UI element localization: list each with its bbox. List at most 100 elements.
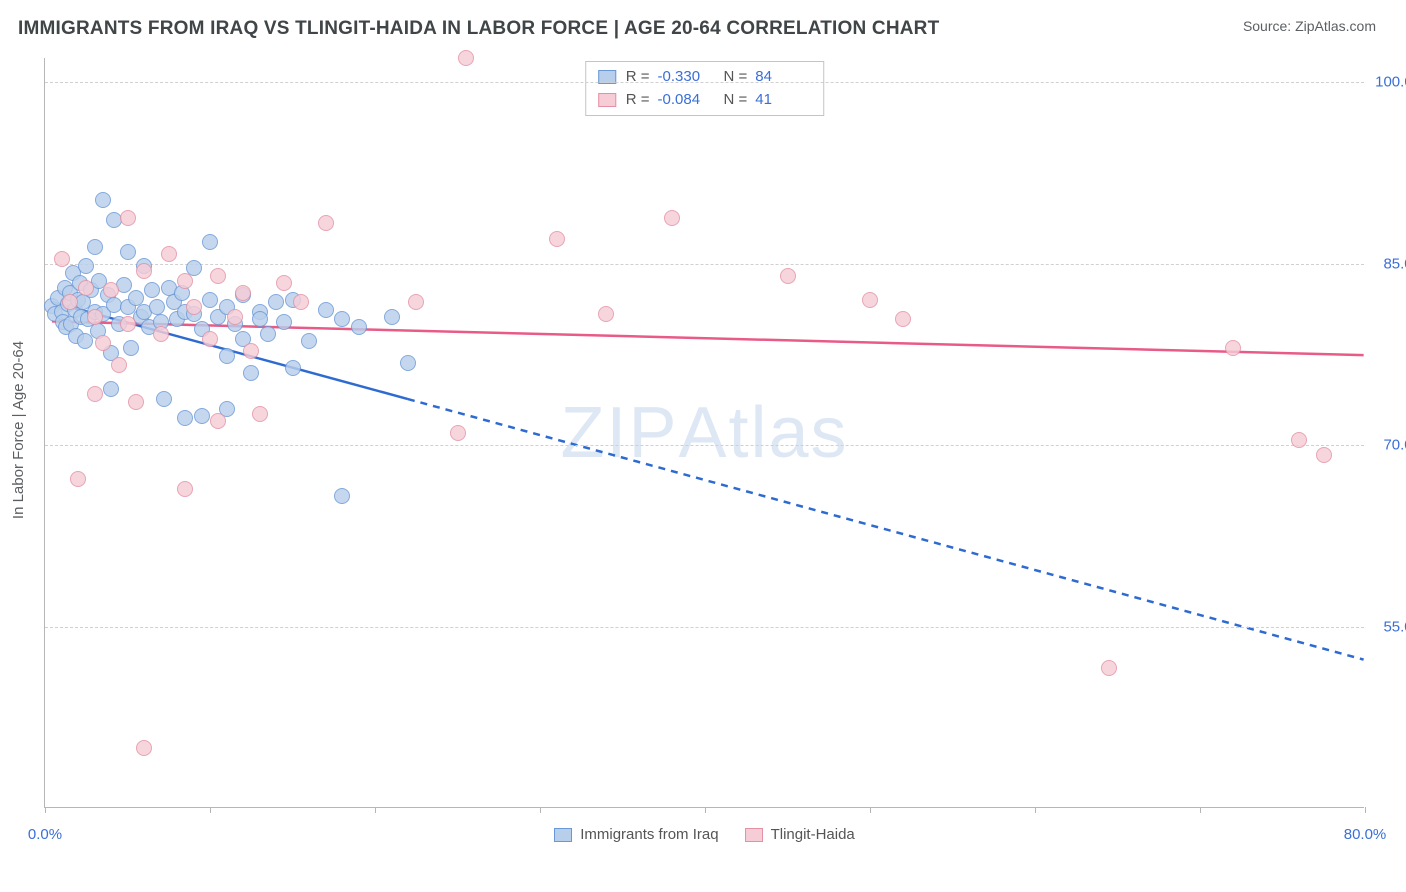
stats-row-series1: R = -0.330 N = 84 — [598, 66, 812, 89]
y-axis-label: In Labor Force | Age 20-64 — [10, 341, 27, 519]
scatter-point — [318, 215, 334, 231]
scatter-point — [95, 335, 111, 351]
scatter-point — [210, 268, 226, 284]
scatter-point — [549, 231, 565, 247]
scatter-point — [136, 740, 152, 756]
page-title: IMMIGRANTS FROM IRAQ VS TLINGIT-HAIDA IN… — [18, 18, 939, 40]
gridline-h — [45, 82, 1364, 83]
scatter-point — [227, 309, 243, 325]
bottom-legend: Immigrants from Iraq Tlingit-Haida — [45, 826, 1364, 843]
scatter-point — [664, 210, 680, 226]
scatter-point — [351, 319, 367, 335]
scatter-point — [334, 311, 350, 327]
scatter-point — [219, 348, 235, 364]
scatter-point — [177, 410, 193, 426]
y-tick-label: 85.0% — [1368, 255, 1406, 272]
scatter-point — [144, 282, 160, 298]
scatter-point — [177, 481, 193, 497]
scatter-point — [186, 299, 202, 315]
legend-item-series2: Tlingit-Haida — [745, 826, 855, 843]
scatter-chart: ZIPAtlas R = -0.330 N = 84 R = -0.084 N … — [44, 58, 1364, 808]
scatter-point — [235, 285, 251, 301]
x-tick — [870, 807, 871, 813]
x-tick — [45, 807, 46, 813]
correlation-stats-box: R = -0.330 N = 84 R = -0.084 N = 41 — [585, 61, 825, 116]
n-value-series2: 41 — [755, 89, 811, 112]
legend-item-series1: Immigrants from Iraq — [554, 826, 718, 843]
source-attribution: Source: ZipAtlas.com — [1243, 18, 1376, 34]
scatter-point — [87, 309, 103, 325]
x-tick — [705, 807, 706, 813]
scatter-point — [161, 246, 177, 262]
scatter-point — [123, 340, 139, 356]
legend-swatch-series1 — [554, 828, 572, 842]
x-tick-label: 0.0% — [28, 826, 62, 843]
x-tick — [210, 807, 211, 813]
scatter-point — [111, 357, 127, 373]
scatter-point — [78, 258, 94, 274]
scatter-point — [276, 275, 292, 291]
n-label: N = — [724, 66, 748, 89]
scatter-point — [243, 365, 259, 381]
y-tick-label: 70.0% — [1368, 437, 1406, 454]
scatter-point — [54, 251, 70, 267]
scatter-point — [252, 311, 268, 327]
scatter-point — [285, 360, 301, 376]
scatter-point — [78, 280, 94, 296]
scatter-point — [260, 326, 276, 342]
watermark: ZIPAtlas — [560, 392, 848, 474]
scatter-point — [862, 292, 878, 308]
scatter-point — [458, 50, 474, 66]
scatter-point — [318, 302, 334, 318]
y-tick-label: 100.0% — [1368, 74, 1406, 91]
scatter-point — [194, 408, 210, 424]
scatter-point — [128, 290, 144, 306]
scatter-point — [128, 394, 144, 410]
scatter-point — [95, 192, 111, 208]
scatter-point — [177, 273, 193, 289]
x-tick — [540, 807, 541, 813]
swatch-series2 — [598, 93, 616, 107]
gridline-h — [45, 445, 1364, 446]
gridline-h — [45, 264, 1364, 265]
scatter-point — [153, 326, 169, 342]
scatter-point — [301, 333, 317, 349]
scatter-point — [1225, 340, 1241, 356]
scatter-point — [1291, 432, 1307, 448]
scatter-point — [243, 343, 259, 359]
trend-lines — [45, 58, 1364, 807]
scatter-point — [103, 282, 119, 298]
scatter-point — [276, 314, 292, 330]
scatter-point — [136, 263, 152, 279]
scatter-point — [384, 309, 400, 325]
x-tick — [375, 807, 376, 813]
x-tick-label: 80.0% — [1344, 826, 1387, 843]
scatter-point — [450, 425, 466, 441]
scatter-point — [598, 306, 614, 322]
stats-row-series2: R = -0.084 N = 41 — [598, 89, 812, 112]
scatter-point — [408, 294, 424, 310]
scatter-point — [120, 316, 136, 332]
scatter-point — [202, 234, 218, 250]
y-tick-label: 55.0% — [1368, 618, 1406, 635]
scatter-point — [87, 386, 103, 402]
r-label: R = — [626, 89, 650, 112]
r-value-series1: -0.330 — [658, 66, 714, 89]
n-label: N = — [724, 89, 748, 112]
gridline-h — [45, 627, 1364, 628]
scatter-point — [780, 268, 796, 284]
legend-label-series2: Tlingit-Haida — [771, 826, 855, 843]
scatter-point — [400, 355, 416, 371]
scatter-point — [895, 311, 911, 327]
scatter-point — [334, 488, 350, 504]
scatter-point — [120, 210, 136, 226]
n-value-series1: 84 — [755, 66, 811, 89]
scatter-point — [156, 391, 172, 407]
scatter-point — [1316, 447, 1332, 463]
watermark-thin: Atlas — [678, 393, 848, 473]
scatter-point — [1101, 660, 1117, 676]
scatter-point — [293, 294, 309, 310]
watermark-bold: ZIP — [560, 393, 678, 473]
x-tick — [1365, 807, 1366, 813]
x-tick — [1035, 807, 1036, 813]
